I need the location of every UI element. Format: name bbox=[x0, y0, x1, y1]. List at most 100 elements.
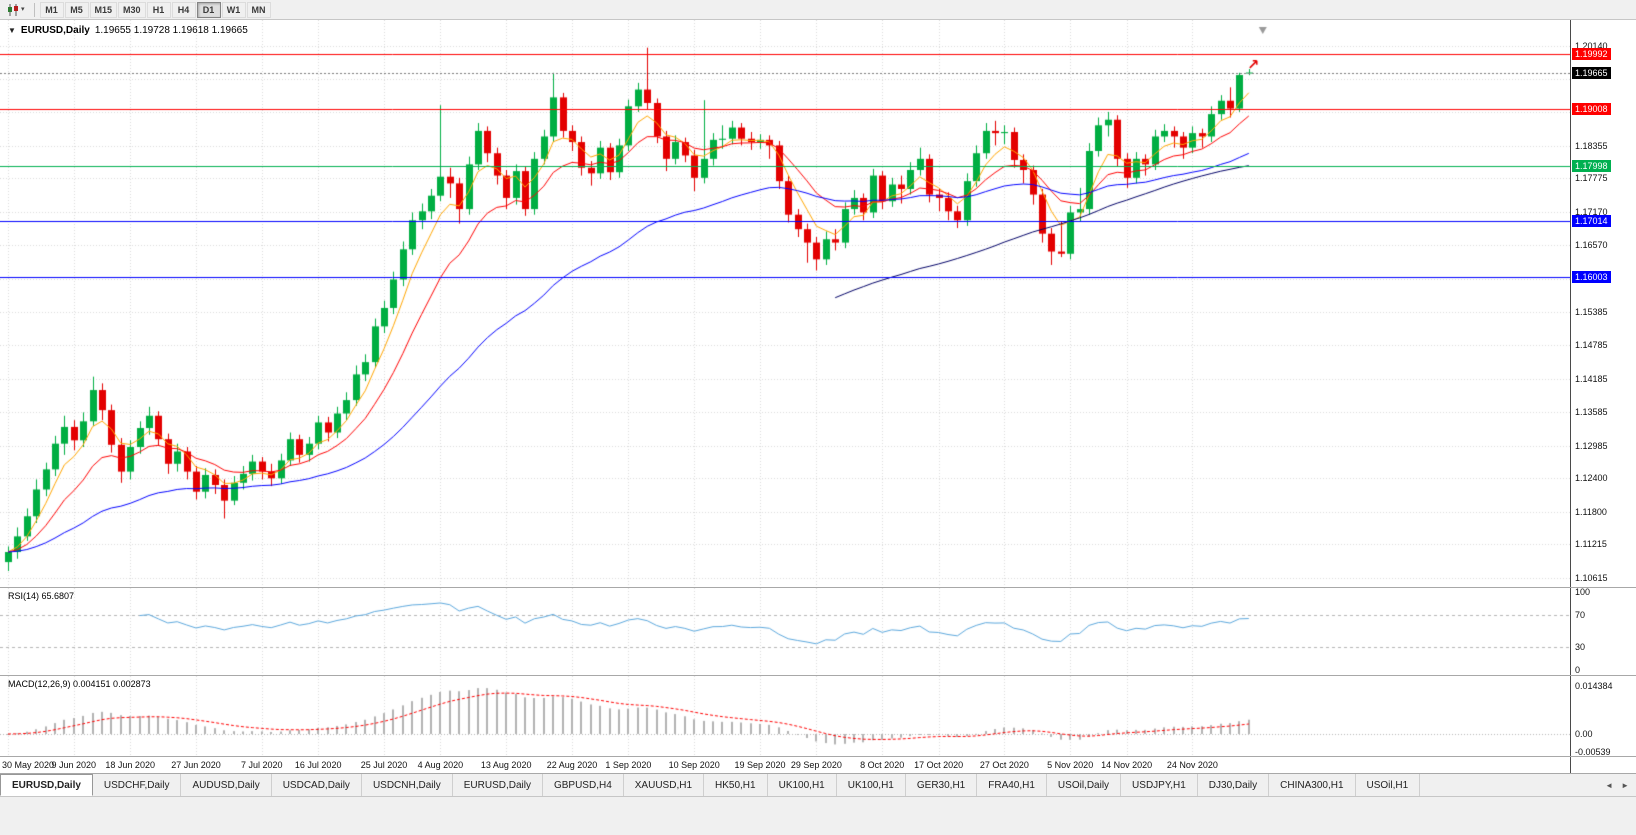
collapse-chart-icon[interactable]: ▼ bbox=[8, 26, 16, 35]
timeframe-toolbar: ▾ M1 M5 M15 M30 H1 H4 D1 W1 MN bbox=[0, 0, 1636, 20]
price-axis-tick: 0.00 bbox=[1575, 729, 1593, 739]
price-axis-tick: 1.18355 bbox=[1575, 140, 1608, 151]
timeframe-button-H4[interactable]: H4 bbox=[171, 1, 196, 18]
date-axis-label: 8 Oct 2020 bbox=[860, 760, 905, 770]
chart-tab-XAUUSD-H1[interactable]: XAUUSD,H1 bbox=[624, 774, 705, 796]
price-line-badge: 1.17014 bbox=[1572, 214, 1611, 227]
date-axis: 30 May 2020 9 Jun 2020 18 Jun 2020 27 Jun 2… bbox=[0, 757, 1570, 773]
macd-indicator-label: MACD(12,26,9) 0.004151 0.002873 bbox=[8, 679, 151, 689]
chart-tab-AUDUSD-Daily[interactable]: AUDUSD,Daily bbox=[181, 774, 272, 796]
rsi-indicator-canvas[interactable] bbox=[0, 588, 1570, 676]
chart-tab-HK50-H1[interactable]: HK50,H1 bbox=[704, 774, 768, 796]
bottom-filler-strip bbox=[0, 796, 1636, 835]
price-line-badge: 1.16003 bbox=[1572, 271, 1611, 284]
price-line-badge: 1.19008 bbox=[1572, 103, 1611, 116]
price-axis-tick: 70 bbox=[1575, 610, 1586, 621]
date-axis-label: 5 Nov 2020 bbox=[1047, 760, 1094, 770]
date-axis-label: 25 Jul 2020 bbox=[360, 760, 408, 770]
date-axis-label: 13 Aug 2020 bbox=[480, 760, 532, 770]
date-axis-label: 4 Aug 2020 bbox=[417, 760, 464, 770]
timeframe-button-W1[interactable]: W1 bbox=[221, 1, 246, 18]
chart-tab-FRA40-H1[interactable]: FRA40,H1 bbox=[977, 774, 1047, 796]
chart-symbol-label: EURUSD,Daily bbox=[20, 25, 90, 36]
price-axis-tick: 1.15385 bbox=[1575, 306, 1608, 317]
tab-scroll-right-icon[interactable]: ► bbox=[1621, 780, 1629, 790]
chart-tab-USOil-Daily[interactable]: USOil,Daily bbox=[1047, 774, 1122, 796]
tab-scroll-controls: ◄ ► bbox=[1598, 774, 1636, 796]
date-axis-label: 29 Sep 2020 bbox=[790, 760, 842, 770]
main-price-chart-canvas[interactable] bbox=[0, 20, 1570, 588]
panel-splitter[interactable] bbox=[0, 587, 1636, 588]
price-axis[interactable]: 1.20140 1.18355 1.17775 1.17170 1.16570 1.153… bbox=[1570, 20, 1636, 773]
price-axis-tick: 0 bbox=[1575, 665, 1581, 675]
price-axis-tick: 1.11800 bbox=[1575, 506, 1607, 517]
chart-tab-EURUSD-Daily[interactable]: EURUSD,Daily bbox=[453, 774, 543, 796]
date-axis-label: 30 May 2020 bbox=[2, 760, 55, 770]
price-axis-tick: 1.14785 bbox=[1575, 340, 1608, 351]
timeframe-button-MN[interactable]: MN bbox=[246, 1, 271, 18]
date-axis-label: 27 Oct 2020 bbox=[979, 760, 1029, 770]
chart-tab-CHINA300-H1[interactable]: CHINA300,H1 bbox=[1269, 774, 1356, 796]
chart-tab-UK100-H1[interactable]: UK100,H1 bbox=[768, 774, 837, 796]
chart-ohlc-header: ▼ EURUSD,Daily 1.19655 1.19728 1.19618 1… bbox=[8, 25, 248, 36]
chart-tab-GER30-H1[interactable]: GER30,H1 bbox=[906, 774, 978, 796]
date-axis-label: 1 Sep 2020 bbox=[605, 760, 652, 770]
price-line-badge: 1.17998 bbox=[1572, 159, 1611, 172]
chart-tab-DJ30-Daily[interactable]: DJ30,Daily bbox=[1198, 774, 1270, 796]
rsi-indicator-label: RSI(14) 65.6807 bbox=[8, 591, 74, 601]
price-axis-tick: 1.17170 bbox=[1575, 206, 1608, 217]
price-axis-tick: 100 bbox=[1575, 587, 1591, 597]
date-axis-label: 7 Jul 2020 bbox=[241, 760, 283, 770]
price-axis-tick: 30 bbox=[1575, 641, 1586, 652]
chart-tab-EURUSD-Daily[interactable]: EURUSD,Daily bbox=[0, 774, 93, 796]
price-axis-tick: 1.16570 bbox=[1575, 240, 1608, 251]
timeframe-button-M15[interactable]: M15 bbox=[89, 1, 118, 18]
macd-indicator-canvas[interactable] bbox=[0, 676, 1570, 757]
date-axis-label: 18 Jun 2020 bbox=[105, 760, 155, 770]
date-axis-label: 14 Nov 2020 bbox=[1101, 760, 1153, 770]
price-axis-tick: 0.014384 bbox=[1575, 680, 1613, 691]
timeframe-button-M30[interactable]: M30 bbox=[118, 1, 146, 18]
date-axis-label: 10 Sep 2020 bbox=[668, 760, 720, 770]
chart-tab-USDCHF-Daily[interactable]: USDCHF,Daily bbox=[93, 774, 182, 796]
panel-splitter bbox=[0, 756, 1636, 757]
price-axis-tick: 1.12400 bbox=[1575, 473, 1608, 484]
price-axis-tick: 1.17775 bbox=[1575, 173, 1608, 184]
chart-type-button[interactable]: ▾ bbox=[4, 3, 28, 17]
price-axis-tick: 1.13585 bbox=[1575, 407, 1608, 418]
date-axis-label: 19 Sep 2020 bbox=[734, 760, 786, 770]
timeframe-button-D1[interactable]: D1 bbox=[196, 1, 221, 18]
date-axis-label: 22 Aug 2020 bbox=[546, 760, 598, 770]
chart-tab-GBPUSD-H4[interactable]: GBPUSD,H4 bbox=[543, 774, 624, 796]
date-axis-label: 24 Nov 2020 bbox=[1166, 760, 1218, 770]
dropdown-caret-icon: ▾ bbox=[21, 6, 25, 13]
price-axis-tick: 1.11215 bbox=[1575, 539, 1607, 550]
price-axis-tick: -0.00539 bbox=[1575, 746, 1611, 757]
date-axis-label: 27 Jun 2020 bbox=[171, 760, 221, 770]
candlestick-chart-icon bbox=[8, 3, 18, 16]
timeframe-button-group: M1 M5 M15 M30 H1 H4 D1 W1 MN bbox=[39, 1, 272, 18]
price-axis-tick: 1.14185 bbox=[1575, 373, 1608, 384]
price-axis-tick: 1.20140 bbox=[1575, 41, 1608, 51]
rsi-value-text: RSI(14) 65.6807 bbox=[8, 591, 75, 601]
chart-quote-values: 1.19655 1.19728 1.19618 1.19665 bbox=[94, 25, 248, 36]
chart-tab-UK100-H1[interactable]: UK100,H1 bbox=[837, 774, 906, 796]
price-axis-tick: 1.12985 bbox=[1575, 440, 1608, 451]
timeframe-button-H1[interactable]: H1 bbox=[146, 1, 171, 18]
date-axis-label: 16 Jul 2020 bbox=[294, 760, 342, 770]
macd-value-text: MACD(12,26,9) 0.004151 0.002873 bbox=[8, 679, 151, 689]
date-axis-label: 17 Oct 2020 bbox=[914, 760, 964, 770]
price-axis-tick: 1.10615 bbox=[1575, 573, 1608, 583]
chart-tab-USDJPY-H1[interactable]: USDJPY,H1 bbox=[1121, 774, 1198, 796]
tab-scroll-left-icon[interactable]: ◄ bbox=[1605, 780, 1614, 790]
timeframe-button-M5[interactable]: M5 bbox=[64, 1, 89, 18]
date-axis-label: 9 Jun 2020 bbox=[51, 760, 97, 770]
chart-tab-USDCAD-Daily[interactable]: USDCAD,Daily bbox=[272, 774, 362, 796]
toolbar-separator bbox=[33, 2, 35, 17]
panel-splitter[interactable] bbox=[0, 675, 1636, 676]
timeframe-button-M1[interactable]: M1 bbox=[39, 1, 64, 18]
chart-tabs-bar: EURUSD,Daily USDCHF,Daily AUDUSD,Daily USDC… bbox=[0, 773, 1636, 796]
chart-tab-USDCNH-Daily[interactable]: USDCNH,Daily bbox=[362, 774, 453, 796]
chart-tab-USOil-H1[interactable]: USOil,H1 bbox=[1356, 774, 1421, 796]
